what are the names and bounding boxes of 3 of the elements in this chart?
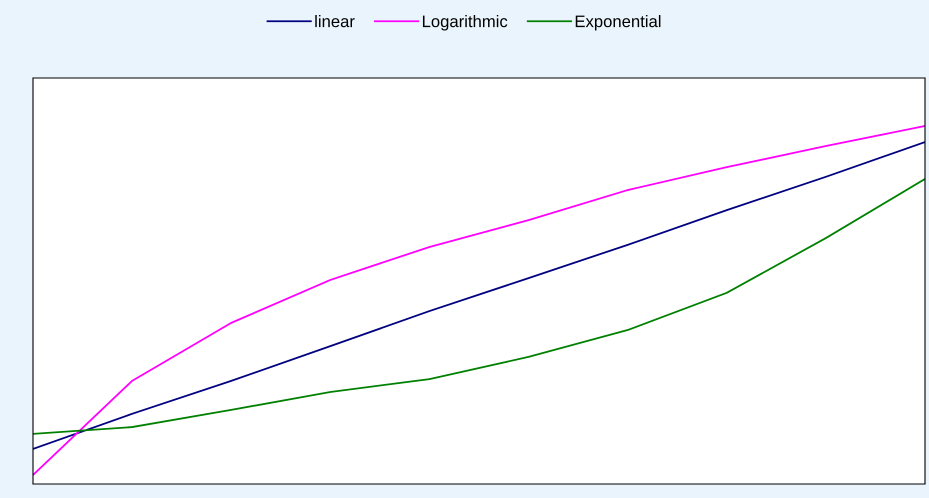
legend-label: Exponential xyxy=(576,15,660,31)
legend-label: Logarithmic xyxy=(422,15,508,31)
legend-label: linear xyxy=(315,15,355,28)
